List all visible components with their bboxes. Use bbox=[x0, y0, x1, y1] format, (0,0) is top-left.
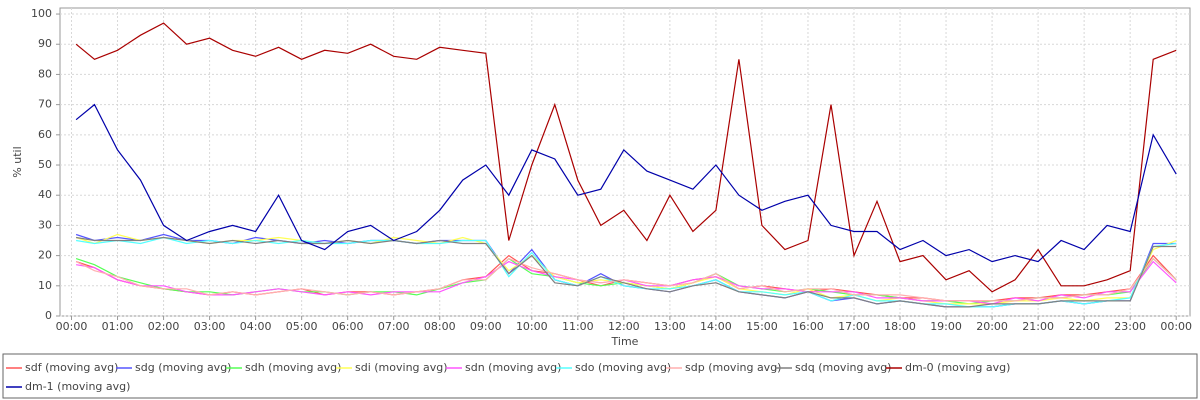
x-tick-label: 00:00 bbox=[56, 320, 88, 333]
legend-label: sdh (moving avg) bbox=[245, 361, 341, 374]
y-tick-label: 20 bbox=[38, 249, 52, 262]
legend-label: sdp (moving avg) bbox=[685, 361, 781, 374]
x-tick-label: 04:00 bbox=[240, 320, 272, 333]
y-tick-label: 30 bbox=[38, 218, 52, 231]
x-tick-label: 06:00 bbox=[332, 320, 364, 333]
x-tick-label: 11:00 bbox=[562, 320, 594, 333]
x-tick-label: 08:00 bbox=[424, 320, 456, 333]
legend-label: sdi (moving avg) bbox=[355, 361, 448, 374]
series-line bbox=[75, 22, 1177, 293]
series-line bbox=[75, 103, 1177, 263]
x-tick-label: 17:00 bbox=[838, 320, 870, 333]
legend-box bbox=[2, 353, 1198, 399]
legend-label: dm-1 (moving avg) bbox=[25, 380, 130, 393]
x-tick-label: 14:00 bbox=[700, 320, 732, 333]
series-line bbox=[76, 236, 1177, 308]
legend-label: sdq (moving avg) bbox=[795, 361, 891, 374]
x-tick-label: 22:00 bbox=[1068, 320, 1100, 333]
x-tick-label: 19:00 bbox=[930, 320, 962, 333]
legend-label: dm-0 (moving avg) bbox=[905, 361, 1010, 374]
y-tick-label: 100 bbox=[31, 7, 52, 20]
x-tick-label: 16:00 bbox=[792, 320, 824, 333]
legend-label: sdf (moving avg) bbox=[25, 361, 118, 374]
x-tick-label: 18:00 bbox=[884, 320, 916, 333]
y-tick-label: 70 bbox=[38, 98, 52, 111]
y-tick-label: 40 bbox=[38, 188, 52, 201]
y-tick-label: 60 bbox=[38, 128, 52, 141]
legend-label: sdo (moving avg) bbox=[575, 361, 671, 374]
y-tick-label: 90 bbox=[38, 37, 52, 50]
x-tick-label: 05:00 bbox=[286, 320, 318, 333]
x-tick-label: 09:00 bbox=[470, 320, 502, 333]
series-line bbox=[76, 236, 1177, 308]
legend-label: sdg (moving avg) bbox=[135, 361, 231, 374]
x-tick-label: 21:00 bbox=[1022, 320, 1054, 333]
x-tick-label: 13:00 bbox=[654, 320, 686, 333]
x-axis-label: Time bbox=[611, 335, 639, 348]
legend-label: sdn (moving avg) bbox=[465, 361, 561, 374]
plot-area bbox=[59, 7, 1191, 317]
x-tick-label: 15:00 bbox=[746, 320, 778, 333]
y-axis-label: % util bbox=[11, 146, 24, 177]
x-tick-label: 01:00 bbox=[102, 320, 134, 333]
y-tick-label: 80 bbox=[38, 67, 52, 80]
series-line bbox=[75, 257, 1177, 302]
x-tick-label: 23:00 bbox=[1114, 320, 1146, 333]
y-tick-label: 0 bbox=[45, 309, 52, 322]
x-tick-label: 12:00 bbox=[608, 320, 640, 333]
x-tick-label: 10:00 bbox=[516, 320, 548, 333]
x-tick-label: 20:00 bbox=[976, 320, 1008, 333]
x-tick-label: 03:00 bbox=[194, 320, 226, 333]
y-tick-label: 50 bbox=[38, 158, 52, 171]
x-tick-label: 00:00 bbox=[1160, 320, 1192, 333]
x-tick-label: 02:00 bbox=[148, 320, 180, 333]
x-tick-label: 07:00 bbox=[378, 320, 410, 333]
y-tick-label: 10 bbox=[38, 279, 52, 292]
